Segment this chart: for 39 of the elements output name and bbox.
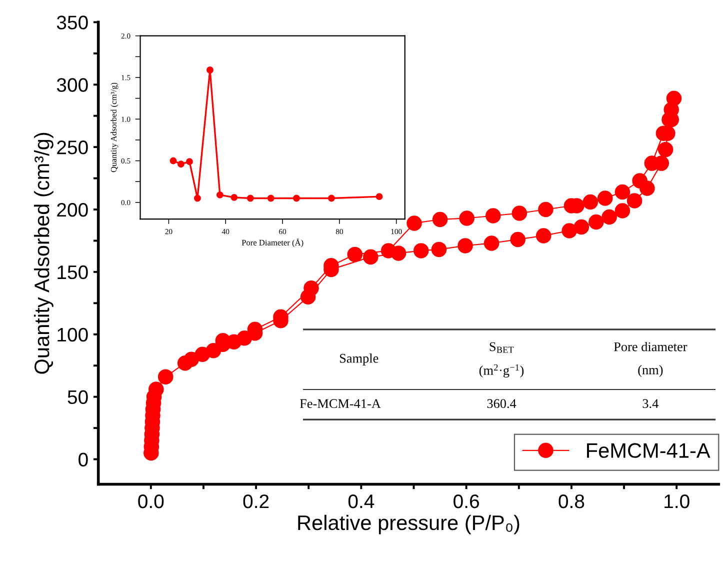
y-tick-label: 150 [58,265,88,280]
legend-label: FeMCM-41-A [587,443,710,458]
point [328,194,335,202]
point [170,157,177,164]
annotation: Pore diameter [614,342,688,352]
y-axis-title: Quantity Adsorbed (cm³/g) [34,132,54,374]
point [216,191,224,198]
annotation: S$_{BET}$ [490,342,514,353]
point [230,194,238,201]
y-tick-label: 350 [56,16,88,30]
y-tick-label: 0 [78,452,88,466]
annotation: (m$^{2}$·g$^{−1}$) [479,364,524,378]
annotation: Fe-MCM-41-A [300,399,381,408]
x-tick-label: 0.4 [348,494,374,508]
x-tick-label: 0.8 [558,494,584,508]
annotation: 3.4 [642,399,658,408]
annotation: Sample [340,353,378,366]
x-tick-label: 0.6 [454,494,479,508]
x-tick-label: 1.0 [664,494,690,508]
y-axis-title: Quantity Adsorbed (cm³/g) [110,82,118,172]
annotation: (nm) [638,365,663,378]
point [177,160,184,168]
x-tick-label: 0.2 [243,494,269,508]
point [376,193,383,200]
point [293,194,300,202]
point [186,158,193,166]
point [206,66,214,74]
point [194,194,201,202]
y-tick-label: 250 [57,140,88,154]
point [267,194,274,202]
x-axis-title: Relative pressure (P/P₀) [298,514,520,534]
annotation: 360.4 [487,399,516,408]
x-tick-label: 0.0 [138,494,164,508]
y-tick-label: 300 [56,78,88,92]
point [246,194,254,202]
x-axis-title: Pore Diameter (Å) [242,238,304,248]
y-tick-label: 50 [68,390,88,404]
y-tick-label: 200 [57,202,88,217]
y-tick-label: 100 [58,328,88,342]
